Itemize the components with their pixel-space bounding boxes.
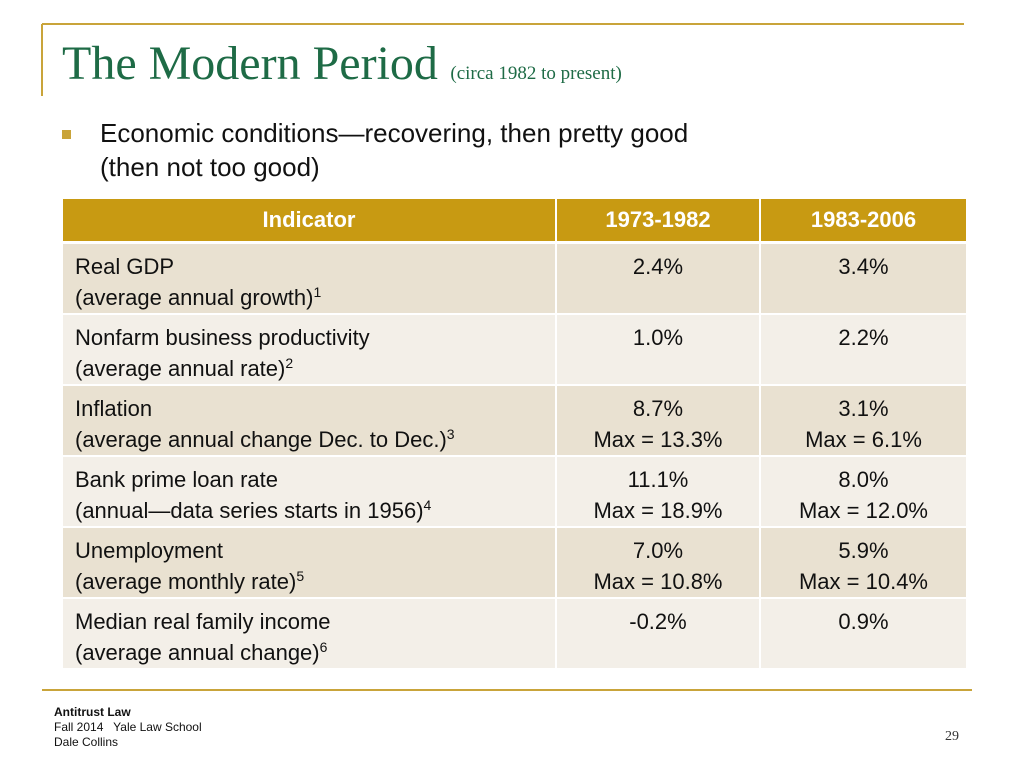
indicator-detail-text: (annual—data series starts in 1956): [75, 498, 424, 523]
indicator-name: Bank prime loan rate: [75, 467, 278, 492]
period-2-cell: 3.4%: [761, 244, 966, 315]
period-2-value: 3.4%: [838, 254, 889, 279]
slide-subtitle: (circa 1982 to present): [450, 63, 622, 84]
indicators-table: Indicator 1973-1982 1983-2006 Real GDP (…: [63, 199, 966, 670]
period-1-cell: 7.0% Max = 10.8%: [557, 528, 761, 599]
period-1-cell: 2.4%: [557, 244, 761, 315]
indicator-name: Median real family income: [75, 609, 331, 634]
period-1-max: Max = 10.8%: [593, 569, 723, 594]
period-1-value: 11.1%: [627, 467, 689, 492]
title-block: The Modern Period (circa 1982 to present…: [62, 40, 622, 88]
indicator-cell: Nonfarm business productivity (average a…: [63, 315, 557, 386]
footer-author: Dale Collins: [54, 735, 119, 749]
footer: Antitrust Law Fall 2014 Yale Law School …: [54, 705, 202, 750]
bullet-item: Economic conditions—recovering, then pre…: [62, 116, 822, 184]
indicator-detail: (average monthly rate)5: [75, 566, 543, 597]
indicator-detail-text: (average annual change): [75, 640, 320, 665]
indicator-cell: Bank prime loan rate (annual—data series…: [63, 457, 557, 528]
period-2-max: Max = 10.4%: [798, 569, 928, 594]
period-2-cell: 3.1% Max = 6.1%: [761, 386, 966, 457]
period-1-max: Max = 13.3%: [593, 427, 723, 452]
indicator-detail-text: (average annual change Dec. to Dec.): [75, 427, 447, 452]
footnote-ref: 2: [285, 355, 294, 371]
period-1-cell: 8.7% Max = 13.3%: [557, 386, 761, 457]
left-rule: [41, 24, 43, 96]
page-number: 29: [945, 729, 959, 744]
period-2-value: 8.0%: [838, 467, 889, 492]
period-1-value: 8.7%: [632, 396, 684, 421]
footnote-ref: 5: [296, 568, 305, 584]
period-2-cell: 0.9%: [761, 599, 966, 670]
footer-rule: [42, 689, 972, 691]
period-2-cell: 5.9% Max = 10.4%: [761, 528, 966, 599]
period-1-cell: 11.1% Max = 18.9%: [557, 457, 761, 528]
indicator-detail: (average annual change)6: [75, 637, 543, 668]
indicator-detail-text: (average annual growth): [75, 285, 314, 310]
period-2-max: Max = 12.0%: [798, 498, 928, 523]
footnote-ref: 1: [313, 284, 322, 300]
period-2-value: 5.9%: [838, 538, 889, 563]
bullet-text: Economic conditions—recovering, then pre…: [100, 116, 688, 184]
indicator-detail: (average annual change Dec. to Dec.)3: [75, 424, 543, 455]
footnote-ref: 6: [319, 639, 328, 655]
period-2-cell: 8.0% Max = 12.0%: [761, 457, 966, 528]
indicator-detail-text: (average monthly rate): [75, 569, 297, 594]
indicator-name: Real GDP: [75, 254, 175, 279]
period-1-value: -0.2%: [629, 609, 687, 634]
period-1-value: 1.0%: [632, 325, 684, 350]
period-2-value: 0.9%: [838, 609, 889, 634]
indicator-cell: Unemployment (average monthly rate)5: [63, 528, 557, 599]
indicator-detail-text: (average annual rate): [75, 356, 286, 381]
indicator-cell: Real GDP (average annual growth)1: [63, 244, 557, 315]
indicator-cell: Inflation (average annual change Dec. to…: [63, 386, 557, 457]
top-rule: [42, 23, 964, 25]
period-1-value: 2.4%: [632, 254, 684, 279]
period-1-cell: -0.2%: [557, 599, 761, 670]
table-row: Inflation (average annual change Dec. to…: [63, 386, 966, 457]
bullet-line-2: (then not too good): [100, 152, 320, 182]
indicator-cell: Median real family income (average annua…: [63, 599, 557, 670]
square-bullet-icon: [62, 130, 71, 139]
table-row: Real GDP (average annual growth)1 2.4% 3…: [63, 244, 966, 315]
table-row: Nonfarm business productivity (average a…: [63, 315, 966, 386]
indicator-name: Nonfarm business productivity: [75, 325, 370, 350]
slide-title: The Modern Period: [62, 37, 438, 90]
period-1-value: 7.0%: [632, 538, 684, 563]
indicator-name: Inflation: [75, 396, 153, 421]
indicator-name: Unemployment: [75, 538, 223, 563]
header-period-1: 1973-1982: [557, 199, 761, 244]
indicator-detail: (average annual growth)1: [75, 282, 543, 313]
header-indicator: Indicator: [63, 199, 557, 244]
header-period-2: 1983-2006: [761, 199, 966, 244]
table-row: Median real family income (average annua…: [63, 599, 966, 670]
table-row: Bank prime loan rate (annual—data series…: [63, 457, 966, 528]
bullet-line-1: Economic conditions—recovering, then pre…: [100, 118, 689, 148]
indicator-detail: (average annual rate)2: [75, 353, 543, 384]
footnote-ref: 3: [446, 426, 455, 442]
period-2-max: Max = 6.1%: [805, 427, 922, 452]
footnote-ref: 4: [423, 497, 432, 513]
footer-term: Fall 2014 Yale Law School: [54, 720, 202, 734]
period-2-value: 2.2%: [838, 325, 889, 350]
period-2-cell: 2.2%: [761, 315, 966, 386]
indicator-detail: (annual—data series starts in 1956)4: [75, 495, 543, 526]
period-2-value: 3.1%: [838, 396, 889, 421]
footer-course: Antitrust Law: [54, 705, 131, 719]
period-1-max: Max = 18.9%: [593, 498, 723, 523]
table-row: Unemployment (average monthly rate)5 7.0…: [63, 528, 966, 599]
table-header-row: Indicator 1973-1982 1983-2006: [63, 199, 966, 244]
period-1-cell: 1.0%: [557, 315, 761, 386]
